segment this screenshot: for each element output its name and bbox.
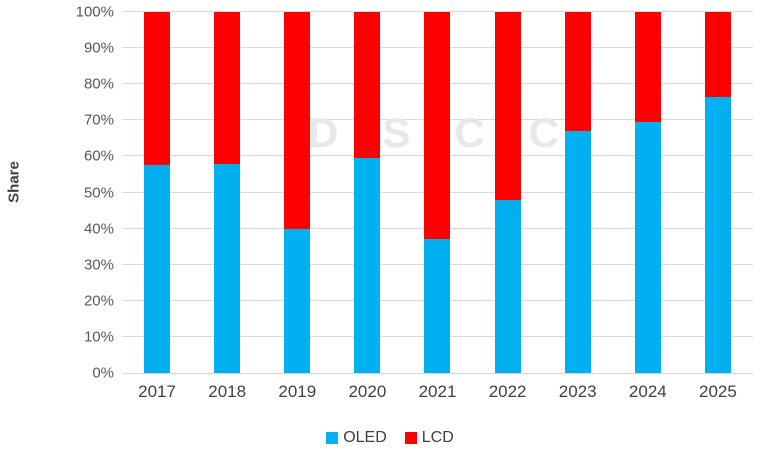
x-axis-tick-labels: 2017 2018 2019 2020 2021 2022 2023 2024 2025: [122, 382, 753, 402]
y-tick-label: 50%: [83, 184, 114, 201]
x-tick-label-2024: 2024: [628, 382, 667, 401]
bar-slot: [192, 12, 262, 373]
x-tick-label-2018: 2018: [208, 382, 247, 401]
stacked-bar-2021: [424, 12, 451, 373]
bar-segment-oled: [284, 228, 311, 373]
y-tick-label: 10%: [83, 328, 114, 346]
bar-slot: [402, 12, 472, 373]
stacked-bar-2019: [284, 12, 311, 373]
stacked-bar-2025: [704, 12, 731, 373]
x-tick-label-2021: 2021: [418, 382, 457, 401]
plot-area: DSCC: [122, 11, 753, 374]
stacked-bar-2023: [564, 12, 591, 373]
bar-slot: [262, 12, 332, 373]
bar-slot: [122, 12, 192, 373]
x-tick-label-2025: 2025: [699, 382, 737, 401]
bar-segment-lcd: [424, 12, 451, 240]
stacked-bar-2020: [354, 12, 381, 373]
y-tick-label: 0%: [92, 364, 114, 382]
bar-segment-oled: [634, 122, 661, 373]
y-tick-label: 20%: [83, 292, 114, 310]
gridline: [122, 11, 753, 12]
bar-segment-lcd: [704, 12, 731, 97]
legend-item-oled: OLED: [326, 430, 387, 446]
legend-swatch-lcd: [404, 432, 417, 444]
bar-segment-oled: [144, 165, 171, 373]
bar-segment-oled: [424, 239, 451, 373]
bar-segment-oled: [704, 96, 731, 373]
bar-segment-oled: [564, 131, 591, 373]
bar-slot: [543, 12, 613, 373]
bar-segment-lcd: [354, 12, 381, 159]
y-tick-label: 40%: [83, 220, 114, 238]
y-tick-label: 80%: [83, 75, 114, 93]
x-tick-label-2022: 2022: [488, 382, 527, 401]
stacked-bar-2022: [494, 12, 521, 373]
x-tick-label-2020: 2020: [348, 382, 387, 401]
bar-segment-lcd: [144, 12, 171, 166]
y-tick-label: 70%: [83, 111, 114, 129]
bar-segment-lcd: [214, 12, 241, 164]
legend: OLED LCD: [0, 430, 780, 446]
bar-slot: [683, 12, 753, 373]
x-tick-label-2019: 2019: [278, 382, 317, 401]
legend-label-oled: OLED: [343, 429, 387, 446]
bar-segment-lcd: [494, 12, 521, 200]
bars-container: [122, 12, 753, 373]
y-tick-label: 60%: [83, 147, 114, 165]
bar-segment-lcd: [564, 12, 591, 132]
bar-slot: [473, 12, 543, 373]
legend-swatch-oled: [326, 432, 339, 444]
y-tick-label: 30%: [83, 256, 114, 274]
bar-segment-oled: [354, 158, 381, 373]
stacked-bar-2024: [634, 12, 661, 373]
bar-segment-oled: [494, 199, 521, 373]
bar-segment-lcd: [634, 12, 661, 123]
x-tick-label-2023: 2023: [558, 382, 597, 401]
legend-item-lcd: LCD: [404, 429, 454, 446]
stacked-bar-2018: [214, 12, 241, 373]
bar-slot: [613, 12, 683, 373]
bar-segment-oled: [214, 163, 241, 373]
bar-slot: [332, 12, 402, 373]
stacked-bar-2017: [144, 12, 171, 373]
legend-label-lcd: LCD: [421, 429, 454, 446]
y-tick-label: 90%: [83, 39, 114, 57]
x-tick-label-2017: 2017: [138, 382, 176, 401]
y-axis-tick-labels: 0% 10% 20% 30% 40% 50% 60% 70% 80% 90% 100%: [0, 5, 114, 381]
y-tick-label: 100%: [75, 3, 114, 21]
bar-segment-lcd: [284, 12, 311, 229]
